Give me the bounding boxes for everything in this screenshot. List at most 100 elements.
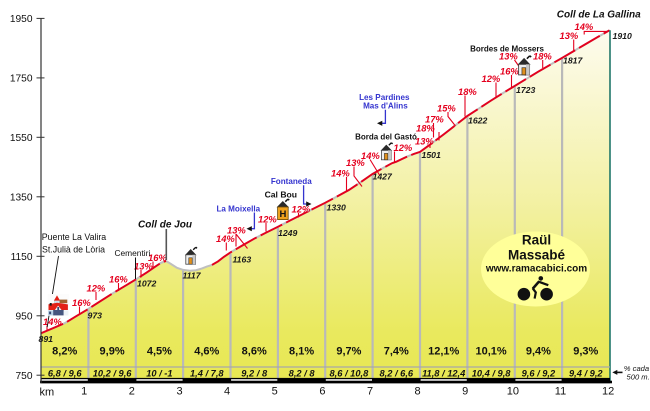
svg-text:1,4 / 7,8: 1,4 / 7,8 xyxy=(190,368,224,378)
svg-text:14%: 14% xyxy=(361,150,380,161)
svg-text:7: 7 xyxy=(367,385,373,397)
svg-text:10,1%: 10,1% xyxy=(475,346,506,358)
svg-text:8,2 / 6,6: 8,2 / 6,6 xyxy=(379,368,413,378)
svg-text:6,8 / 9,6: 6,8 / 9,6 xyxy=(48,368,82,378)
svg-text:9,4%: 9,4% xyxy=(526,346,551,358)
svg-text:13%: 13% xyxy=(499,51,518,62)
svg-text:1330: 1330 xyxy=(327,203,346,213)
svg-text:500 m.: 500 m. xyxy=(627,373,650,382)
svg-text:Cal Bou: Cal Bou xyxy=(265,190,297,200)
svg-text:1249: 1249 xyxy=(278,228,297,238)
svg-text:1950: 1950 xyxy=(10,14,33,25)
svg-text:13%: 13% xyxy=(560,30,579,41)
svg-text:9,3%: 9,3% xyxy=(573,346,598,358)
svg-text:10,4 / 9,8: 10,4 / 9,8 xyxy=(472,368,512,378)
svg-text:9,7%: 9,7% xyxy=(336,346,361,358)
svg-text:891: 891 xyxy=(39,334,54,344)
svg-text:1117: 1117 xyxy=(183,271,202,281)
svg-text:9,6 / 9,2: 9,6 / 9,2 xyxy=(522,368,556,378)
svg-text:1723: 1723 xyxy=(516,85,535,95)
svg-text:8,6 / 10,8: 8,6 / 10,8 xyxy=(330,368,370,378)
svg-text:Les Pardines: Les Pardines xyxy=(359,93,410,102)
svg-text:1350: 1350 xyxy=(10,192,33,203)
svg-text:12%: 12% xyxy=(482,73,501,84)
svg-text:10: 10 xyxy=(507,385,519,397)
svg-text:Fontaneda: Fontaneda xyxy=(271,177,312,186)
svg-text:4,5%: 4,5% xyxy=(147,346,172,358)
svg-text:1550: 1550 xyxy=(10,133,33,144)
svg-text:14%: 14% xyxy=(575,21,594,32)
svg-text:18%: 18% xyxy=(458,86,477,97)
svg-text:2: 2 xyxy=(129,385,135,397)
svg-text:7,4%: 7,4% xyxy=(384,346,409,358)
svg-text:13%: 13% xyxy=(415,136,434,147)
svg-text:950: 950 xyxy=(16,311,33,322)
svg-text:9,4 / 9,2: 9,4 / 9,2 xyxy=(569,368,603,378)
svg-text:1: 1 xyxy=(81,385,87,397)
svg-text:Puente La Valira: Puente La Valira xyxy=(42,232,106,242)
svg-text:1163: 1163 xyxy=(233,255,252,265)
svg-text:3: 3 xyxy=(176,385,182,397)
svg-text:9,9%: 9,9% xyxy=(100,346,125,358)
svg-text:% cada: % cada xyxy=(624,364,649,373)
svg-text:12%: 12% xyxy=(87,283,106,294)
svg-text:12: 12 xyxy=(602,385,614,397)
svg-text:Raül: Raül xyxy=(522,233,551,248)
svg-text:18%: 18% xyxy=(533,51,552,62)
svg-text:Massabé: Massabé xyxy=(508,248,566,263)
svg-text:8,1%: 8,1% xyxy=(289,346,314,358)
svg-text:4: 4 xyxy=(224,385,230,397)
svg-text:12,1%: 12,1% xyxy=(428,346,459,358)
svg-text:14%: 14% xyxy=(331,168,350,179)
svg-text:La Moixella: La Moixella xyxy=(216,205,260,214)
svg-text:16%: 16% xyxy=(500,66,519,77)
svg-text:17%: 17% xyxy=(425,114,444,125)
svg-text:Cementiri: Cementiri xyxy=(114,248,150,258)
svg-text:12%: 12% xyxy=(258,214,277,225)
svg-text:1910: 1910 xyxy=(613,31,632,41)
svg-text:1427: 1427 xyxy=(373,172,393,182)
svg-text:6: 6 xyxy=(319,385,325,397)
svg-text:16%: 16% xyxy=(72,297,91,308)
svg-text:8,6%: 8,6% xyxy=(242,346,267,358)
svg-text:13%: 13% xyxy=(134,261,153,272)
svg-text:8: 8 xyxy=(415,385,421,397)
svg-text:Borda del Gastó: Borda del Gastó xyxy=(355,133,417,142)
svg-text:8,2 / 8: 8,2 / 8 xyxy=(289,368,316,378)
svg-text:1150: 1150 xyxy=(11,252,33,263)
svg-text:11: 11 xyxy=(555,385,566,397)
svg-text:Coll de La Gallina: Coll de La Gallina xyxy=(557,10,641,21)
svg-text:1750: 1750 xyxy=(10,74,33,85)
svg-text:10 / -1: 10 / -1 xyxy=(146,368,172,378)
svg-text:13%: 13% xyxy=(227,225,246,236)
svg-text:1501: 1501 xyxy=(422,150,441,160)
svg-text:9: 9 xyxy=(462,385,468,397)
svg-text:8,2%: 8,2% xyxy=(52,346,77,358)
svg-text:14%: 14% xyxy=(216,233,235,244)
svg-text:9,2 / 8: 9,2 / 8 xyxy=(241,368,268,378)
svg-text:18%: 18% xyxy=(416,123,435,134)
svg-text:4,6%: 4,6% xyxy=(194,346,219,358)
svg-text:1817: 1817 xyxy=(563,56,583,66)
svg-text:1622: 1622 xyxy=(468,116,487,126)
svg-text:750: 750 xyxy=(16,371,33,382)
svg-text:www.ramacabici.com: www.ramacabici.com xyxy=(485,264,587,275)
svg-text:5: 5 xyxy=(272,385,278,397)
svg-text:1072: 1072 xyxy=(137,279,156,289)
svg-text:973: 973 xyxy=(88,311,103,321)
svg-text:16%: 16% xyxy=(148,252,167,263)
svg-text:Bordes de Mossers: Bordes de Mossers xyxy=(470,45,544,54)
svg-text:12%: 12% xyxy=(292,204,311,215)
svg-text:H: H xyxy=(279,209,286,220)
svg-text:km: km xyxy=(40,387,55,399)
svg-text:14%: 14% xyxy=(43,316,62,327)
svg-text:13%: 13% xyxy=(346,157,365,168)
svg-text:Coll de Jou: Coll de Jou xyxy=(138,220,192,231)
svg-text:15%: 15% xyxy=(437,103,456,114)
svg-text:16%: 16% xyxy=(109,274,128,285)
svg-text:10,2 / 9,6: 10,2 / 9,6 xyxy=(93,368,133,378)
svg-text:St.Julià de Lòria: St.Julià de Lòria xyxy=(42,244,105,254)
svg-text:12%: 12% xyxy=(394,142,413,153)
svg-text:11,8 / 12,4: 11,8 / 12,4 xyxy=(422,368,466,378)
svg-text:Mas d'Alins: Mas d'Alins xyxy=(363,101,408,110)
